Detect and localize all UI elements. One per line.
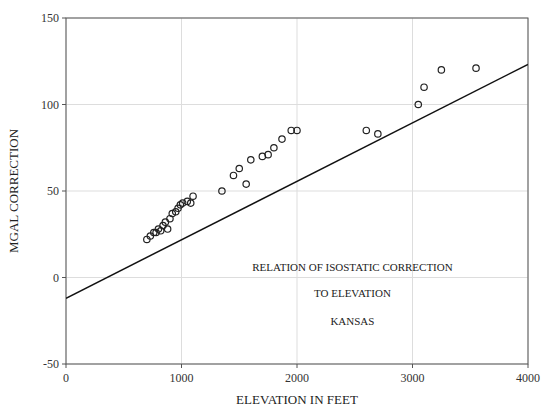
marks: [66, 64, 528, 298]
tick-x: [297, 364, 298, 368]
plot-area: [66, 18, 528, 364]
tick-label-x: 2000: [285, 371, 309, 385]
tick-y: [62, 277, 66, 278]
tick-x: [528, 364, 529, 368]
scatter-point: [363, 127, 369, 133]
scatter-point: [421, 84, 427, 90]
tick-x: [66, 364, 67, 368]
annotation: TO ELEVATION: [314, 287, 391, 299]
annotation: RELATION OF ISOSTATIC CORRECTION: [252, 261, 453, 273]
tick-label-y: 50: [47, 184, 59, 198]
tick-x: [412, 364, 413, 368]
tick-label-x: 4000: [516, 371, 540, 385]
tick-y: [62, 104, 66, 105]
scatter-point: [438, 67, 444, 73]
tick-label-y: -50: [43, 357, 59, 371]
scatter-point: [188, 200, 194, 206]
y-axis-label: MGAL CORRECTION: [6, 128, 21, 253]
scatter-point: [164, 226, 170, 232]
tick-label-x: 0: [63, 371, 69, 385]
tick-y: [62, 364, 66, 365]
scatter-point: [279, 136, 285, 142]
scatter-point: [294, 127, 300, 133]
scatter-point: [271, 145, 277, 151]
tick-label-y: 150: [41, 11, 59, 25]
tick-label-y: 0: [53, 271, 59, 285]
grid: [66, 18, 528, 364]
scatter-point: [236, 165, 242, 171]
scatter-point: [375, 131, 381, 137]
x-axis-label: ELEVATION IN FEET: [236, 392, 358, 407]
tick-y: [62, 191, 66, 192]
tick-label-x: 3000: [401, 371, 425, 385]
grid-line-y: [66, 104, 528, 105]
annotation: KANSAS: [330, 315, 374, 327]
tick-label-y: 100: [41, 98, 59, 112]
scatter-point: [190, 193, 196, 199]
chart: 0 1000 2000 3000 4000 -50 0 50 100 150 RELATION OF…: [0, 0, 550, 416]
grid-line-y: [66, 191, 528, 192]
scatter-point: [219, 188, 225, 194]
tick-y: [62, 18, 66, 19]
tick-label-x: 1000: [170, 371, 194, 385]
grid-line-y: [66, 277, 528, 278]
fit-line: [66, 64, 528, 298]
scatter-point: [230, 172, 236, 178]
plot-frame: [66, 18, 528, 364]
scatter-point: [265, 151, 271, 157]
scatter-point: [248, 157, 254, 163]
tick-x: [181, 364, 182, 368]
scatter-point: [415, 101, 421, 107]
scatter-point: [473, 65, 479, 71]
scatter-point: [243, 181, 249, 187]
